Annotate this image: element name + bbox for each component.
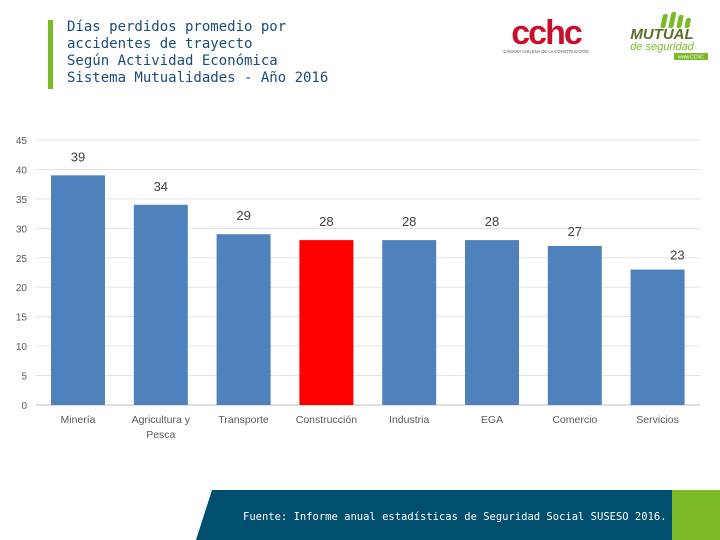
bar (216, 234, 271, 405)
bar (299, 240, 354, 405)
data-label: 29 (236, 208, 250, 223)
title-line-3: Según Actividad Económica (67, 53, 278, 69)
data-label: 27 (568, 224, 582, 239)
x-tick-label: Construcción (296, 414, 357, 426)
x-tick-label: Transporte (218, 414, 269, 426)
cchc-logo-text: cchc (511, 14, 582, 52)
cchc-logo-subtext: CÁMARA CHILENA DE LA CONSTRUCCIÓN (503, 49, 588, 54)
source-note: Fuente: Informe anual estadísticas de Se… (243, 511, 667, 523)
mutual-logo-tag: www.CChC (678, 55, 704, 61)
bar (547, 246, 602, 405)
y-tick-label: 40 (16, 165, 28, 176)
bar-chart: 0 5 10 15 20 25 30 35 40 45 39 Minería 34 Agricultura… (16, 136, 700, 441)
data-label: 28 (402, 214, 416, 229)
data-label: 28 (319, 214, 333, 229)
title-accent-bar (48, 20, 53, 89)
data-label: 39 (71, 149, 85, 164)
cchc-logo: cchc CÁMARA CHILENA DE LA CONSTRUCCIÓN (503, 14, 588, 54)
y-tick-label: 35 (16, 195, 28, 206)
title-line-4: Sistema Mutualidades - Año 2016 (67, 70, 329, 86)
bar (382, 240, 437, 405)
mutual-logo-mark (660, 12, 691, 28)
bar (630, 269, 685, 405)
y-tick-label: 20 (16, 283, 28, 294)
mutual-logo-text: MUTUAL (630, 26, 693, 43)
y-tick-label: 15 (16, 313, 28, 324)
y-tick-label: 30 (16, 224, 28, 235)
data-label: 28 (485, 214, 499, 229)
x-tick-label: Pesca (146, 429, 175, 441)
footer-background (196, 490, 672, 540)
mutual-logo-subtext: de seguridad (630, 41, 694, 53)
title-line-1: Días perdidos promedio por (67, 19, 287, 35)
data-label: 34 (154, 179, 168, 194)
y-tick-label: 25 (16, 254, 28, 265)
x-tick-label: Minería (60, 414, 95, 426)
title-line-2: accidentes de trayecto (67, 36, 253, 52)
y-tick-label: 5 (21, 372, 27, 383)
x-tick-label: Industria (389, 414, 429, 426)
footer-accent (672, 490, 720, 540)
bar (133, 204, 188, 405)
bar (465, 240, 519, 405)
x-tick-label: Comercio (552, 414, 597, 426)
data-label: 23 (670, 248, 684, 263)
y-tick-label: 10 (16, 342, 28, 353)
x-tick-label: Servicios (636, 414, 679, 426)
y-tick-label: 45 (16, 136, 28, 147)
y-tick-label: 0 (21, 401, 27, 412)
x-tick-label: Agricultura y (132, 414, 191, 426)
x-tick-label: EGA (481, 414, 503, 426)
footer-band (196, 490, 720, 540)
bar (51, 175, 105, 405)
mutual-logo: MUTUAL de seguridad www.CChC (630, 12, 708, 61)
page-title: Días perdidos promedio por accidentes de… (67, 19, 447, 87)
